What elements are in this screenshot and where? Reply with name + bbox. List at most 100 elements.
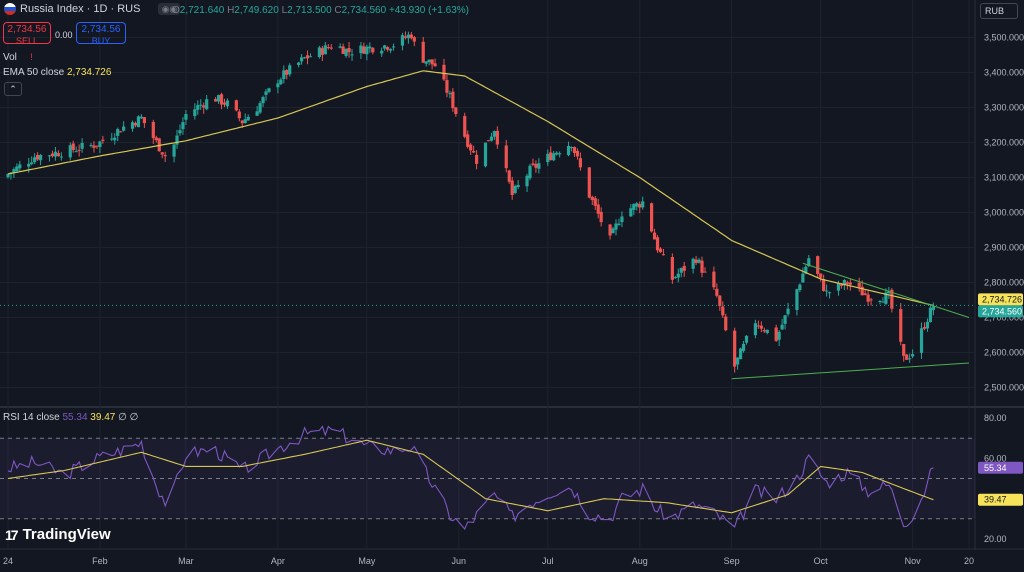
buy-button[interactable]: 2,734.56 BUY: [76, 22, 126, 46]
visibility-icon[interactable]: ◉◉: [158, 3, 181, 15]
candle-body: [774, 327, 778, 341]
candle-body: [495, 130, 499, 145]
collapse-legend-button[interactable]: ⌃: [4, 82, 22, 96]
time-tick-label: Feb: [92, 556, 108, 566]
candle-body: [744, 335, 749, 343]
candle-body: [596, 204, 600, 214]
candle-body: [300, 57, 304, 62]
candle-body: [822, 279, 826, 291]
candle-body: [691, 258, 695, 269]
candle-body: [866, 294, 870, 302]
candle-body: [362, 46, 366, 54]
time-tick-label: 20: [964, 556, 974, 566]
candle-body: [721, 306, 725, 316]
ohlc-readout: O2,721.640 H2,749.620 L2,713.500 C2,734.…: [172, 5, 469, 16]
rsi-value-tag: 55.34: [984, 463, 1007, 473]
candle-body: [635, 203, 639, 207]
candle-body: [703, 271, 707, 273]
candle-body: [68, 145, 72, 158]
candle-body: [887, 291, 891, 294]
candle-body: [53, 151, 58, 157]
ema-value: 2,734.726: [66, 67, 112, 78]
candle-body: [608, 224, 612, 236]
time-tick-label: Jun: [452, 556, 467, 566]
price-tick-label: 2,700.000: [984, 313, 1024, 323]
candle-body: [724, 316, 728, 331]
candle-body: [922, 327, 927, 329]
symbol-title[interactable]: Russia Index · 1D · RUS ◉◉: [4, 3, 181, 15]
candle-body: [406, 34, 410, 39]
candle-body: [74, 151, 78, 153]
time-tick-label: 24: [3, 556, 13, 566]
price-tick-label: 2,900.000: [984, 243, 1024, 253]
spread-value: 0.00: [55, 30, 73, 40]
currency-selector[interactable]: RUB: [980, 3, 1018, 19]
rsi-legend[interactable]: RSI 14 close 55.34 39.47 ∅ ∅: [3, 412, 138, 423]
candle-body: [320, 48, 324, 55]
high-value: 2,749.620: [234, 5, 279, 16]
candle-body: [531, 163, 535, 165]
candle-body: [154, 137, 158, 141]
candle-body: [857, 282, 861, 287]
candle-body: [246, 116, 250, 121]
candle-body: [380, 50, 384, 54]
candle-body: [513, 186, 517, 194]
russia-flag-icon: [4, 3, 16, 15]
rsi-ma-value-tag-bg: [978, 493, 1023, 506]
candle-body: [824, 290, 829, 292]
candle-body: [113, 137, 117, 141]
candle-body: [77, 149, 81, 151]
candle-body: [569, 147, 574, 149]
candle-body: [736, 357, 740, 365]
candle-body: [753, 323, 758, 336]
candle-body: [50, 153, 55, 157]
volume-label: Vol: [3, 52, 17, 63]
candle-body: [842, 280, 846, 286]
candle-body: [261, 97, 265, 104]
candle-body: [142, 117, 147, 124]
change-value: +43.930 (+1.63%): [388, 5, 469, 16]
candle-body: [133, 122, 138, 126]
candle-body: [160, 152, 164, 155]
sell-button[interactable]: 2,734.56 SELL: [3, 22, 51, 46]
warning-icon[interactable]: !: [30, 52, 33, 62]
candle-body: [489, 136, 494, 141]
candle-body: [908, 358, 912, 360]
candle-body: [234, 100, 238, 111]
candle-body: [869, 299, 873, 301]
trend-line[interactable]: [731, 362, 969, 380]
candle-body: [371, 47, 375, 53]
candle-body: [670, 257, 674, 280]
candle-body: [504, 145, 508, 169]
volume-legend[interactable]: Vol !: [3, 51, 38, 63]
ema-legend[interactable]: EMA 50 close 2,734.726: [3, 67, 111, 78]
open-value: 2,721.640: [179, 5, 225, 16]
candle-body: [682, 265, 686, 271]
candle-body: [546, 153, 550, 163]
high-label: H: [227, 5, 235, 16]
candle-body: [139, 116, 144, 119]
overlays: [0, 70, 975, 380]
candle-body: [694, 259, 698, 263]
tradingview-logo[interactable]: 17 TradingView: [5, 526, 111, 543]
trend-line[interactable]: [802, 262, 970, 318]
candle-body: [18, 164, 22, 169]
candle-body: [151, 121, 155, 139]
candle-body: [614, 223, 618, 230]
candle-body: [433, 63, 437, 67]
candle-body: [237, 111, 241, 119]
rsi-ma-value-tag: 39.47: [984, 495, 1007, 505]
candle-body: [819, 273, 823, 278]
candle-body: [845, 282, 849, 285]
candle-body: [599, 211, 603, 223]
candle-body: [448, 93, 452, 95]
candle-body: [38, 154, 43, 161]
candle-body: [762, 329, 766, 332]
time-tick-label: Jul: [542, 556, 554, 566]
candle-body: [848, 282, 852, 285]
candle-body: [285, 70, 289, 75]
candle-body: [741, 343, 746, 351]
candle-body: [928, 307, 933, 323]
candle-body: [122, 126, 126, 131]
